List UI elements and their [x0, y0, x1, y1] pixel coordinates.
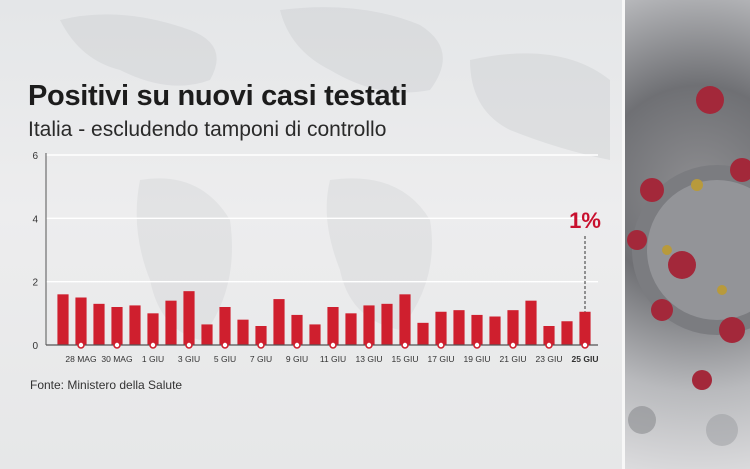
x-tick-marker	[437, 341, 445, 349]
bar	[453, 310, 465, 345]
bar	[561, 321, 573, 345]
y-tick-label: 6	[32, 151, 38, 162]
x-tick-label: 13 GIU	[356, 354, 383, 364]
x-tick-label: 5 GIU	[214, 354, 236, 364]
bar	[471, 314, 483, 345]
x-tick-marker	[329, 341, 337, 349]
bar	[75, 297, 87, 345]
bar	[183, 291, 195, 345]
bar	[543, 326, 555, 345]
bar	[489, 316, 501, 345]
bar	[165, 300, 177, 345]
y-tick-label: 4	[32, 214, 38, 225]
x-tick-marker	[509, 341, 517, 349]
x-tick-marker	[545, 341, 553, 349]
x-tick-label: 23 GIU	[536, 354, 563, 364]
x-tick-marker	[293, 341, 301, 349]
coronavirus-image	[622, 0, 750, 469]
x-tick-label: 15 GIU	[392, 354, 419, 364]
x-tick-label: 3 GIU	[178, 354, 200, 364]
panel-divider	[622, 0, 625, 469]
y-tick-label: 2	[32, 278, 38, 289]
y-tick-label: 0	[32, 341, 38, 352]
bar	[507, 310, 519, 345]
bar	[147, 313, 159, 345]
bar	[417, 322, 429, 345]
x-tick-label: 28 MAG	[65, 354, 96, 364]
bar	[93, 303, 105, 345]
bar	[363, 305, 375, 345]
bar	[255, 326, 267, 345]
x-tick-marker	[113, 341, 121, 349]
x-tick-marker	[185, 341, 193, 349]
source-note: Fonte: Ministero della Salute	[30, 378, 183, 392]
x-tick-marker	[581, 341, 589, 349]
bar	[381, 303, 393, 345]
x-tick-marker	[77, 341, 85, 349]
annotation-label: 1%	[569, 208, 601, 233]
x-tick-label: 19 GIU	[464, 354, 491, 364]
bar	[435, 311, 447, 345]
x-tick-label: 7 GIU	[250, 354, 272, 364]
x-tick-marker	[257, 341, 265, 349]
x-tick-marker	[149, 341, 157, 349]
bar	[309, 324, 321, 345]
bar	[525, 300, 537, 345]
bar	[111, 307, 123, 345]
bar	[219, 307, 231, 345]
bar	[273, 299, 285, 345]
x-tick-label: 25 GIU	[572, 354, 599, 364]
bar	[237, 319, 249, 345]
x-tick-marker	[221, 341, 229, 349]
x-tick-marker	[365, 341, 373, 349]
x-tick-label: 11 GIU	[320, 354, 346, 364]
bar	[129, 305, 141, 345]
chart-subtitle: Italia - escludendo tamponi di controllo	[28, 118, 387, 141]
x-tick-label: 17 GIU	[428, 354, 455, 364]
bar	[57, 294, 69, 345]
bar	[291, 314, 303, 345]
bar	[345, 313, 357, 345]
chart-title: Positivi su nuovi casi testati	[28, 80, 408, 112]
x-tick-label: 30 MAG	[101, 354, 132, 364]
bar	[579, 311, 591, 345]
x-tick-label: 21 GIU	[500, 354, 527, 364]
bar	[201, 324, 213, 345]
x-tick-marker	[401, 341, 409, 349]
x-tick-label: 9 GIU	[286, 354, 308, 364]
x-tick-label: 1 GIU	[142, 354, 164, 364]
x-tick-marker	[473, 341, 481, 349]
bar	[399, 294, 411, 345]
bar	[327, 307, 339, 345]
